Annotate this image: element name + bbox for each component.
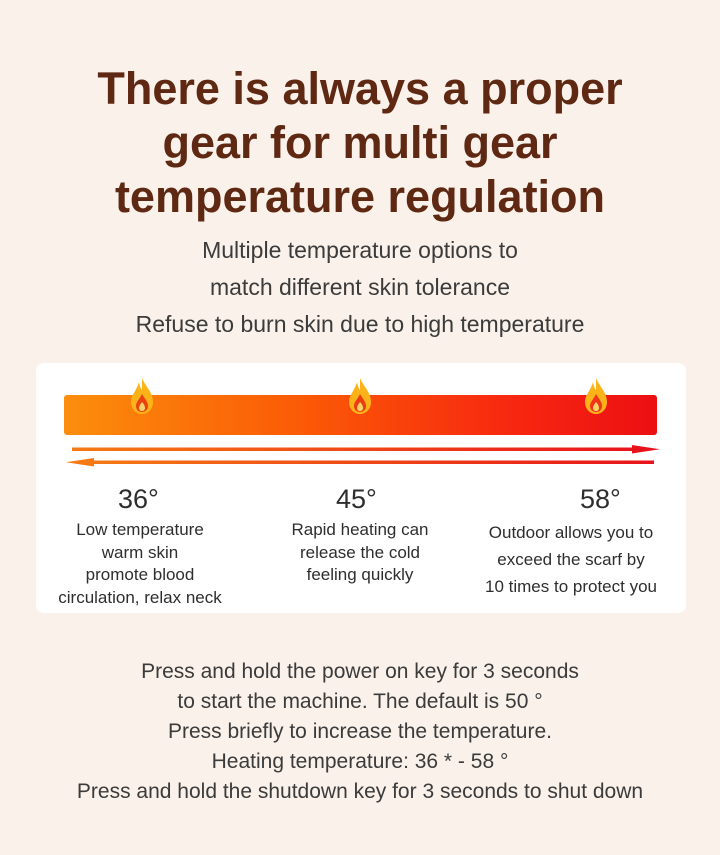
subtitle: Multiple temperature options to match di…: [0, 232, 720, 343]
instruction-line: Heating temperature: 36 * - 58 °: [211, 750, 509, 773]
headline-line: There is always a proper: [97, 63, 623, 114]
headline: There is always a proper gear for multi …: [0, 62, 720, 224]
temperature-card: 36° 45° 58° Low temperature warm skin pr…: [36, 363, 686, 613]
subtitle-line: match different skin tolerance: [209, 274, 510, 300]
description-line: Rapid heating can: [291, 520, 429, 539]
instruction-line: to start the machine. The default is 50 …: [177, 690, 543, 713]
description-line: Outdoor allows you to: [488, 523, 654, 542]
temp-36-description: Low temperature warm skin promote blood …: [40, 519, 240, 609]
subtitle-line: Multiple temperature options to: [202, 237, 518, 263]
description-line: promote blood: [85, 565, 195, 584]
description-line: circulation, relax neck: [58, 587, 222, 607]
subtitle-line: Refuse to burn skin due to high temperat…: [135, 311, 585, 337]
temp-45-label: 45°: [336, 484, 377, 514]
instructions: Press and hold the power on key for 3 se…: [0, 657, 720, 807]
instruction-line: Press briefly to increase the temperatur…: [167, 720, 552, 743]
description-line: feeling quickly: [306, 565, 414, 584]
temp-45-description: Rapid heating can release the cold feeli…: [272, 519, 448, 587]
flame-icon: [585, 378, 607, 414]
description-line: 10 times to protect you: [485, 577, 657, 596]
description-line: exceed the scarf by: [497, 550, 645, 569]
temp-58-description: Outdoor allows you to exceed the scarf b…: [468, 519, 674, 600]
flame-icon: [131, 378, 153, 414]
instruction-line: Press and hold the power on key for 3 se…: [141, 660, 579, 683]
flame-icon: [349, 378, 371, 414]
description-line: warm skin: [101, 542, 179, 562]
headline-line: temperature regulation: [114, 171, 606, 222]
range-arrow: [66, 445, 660, 467]
temp-58-label: 58°: [580, 484, 621, 514]
headline-line: gear for multi gear: [162, 117, 558, 168]
instruction-line: Press and hold the shutdown key for 3 se…: [76, 780, 644, 803]
description-line: Low temperature: [76, 520, 204, 539]
temp-36-label: 36°: [118, 484, 159, 514]
description-line: release the cold: [299, 542, 421, 562]
